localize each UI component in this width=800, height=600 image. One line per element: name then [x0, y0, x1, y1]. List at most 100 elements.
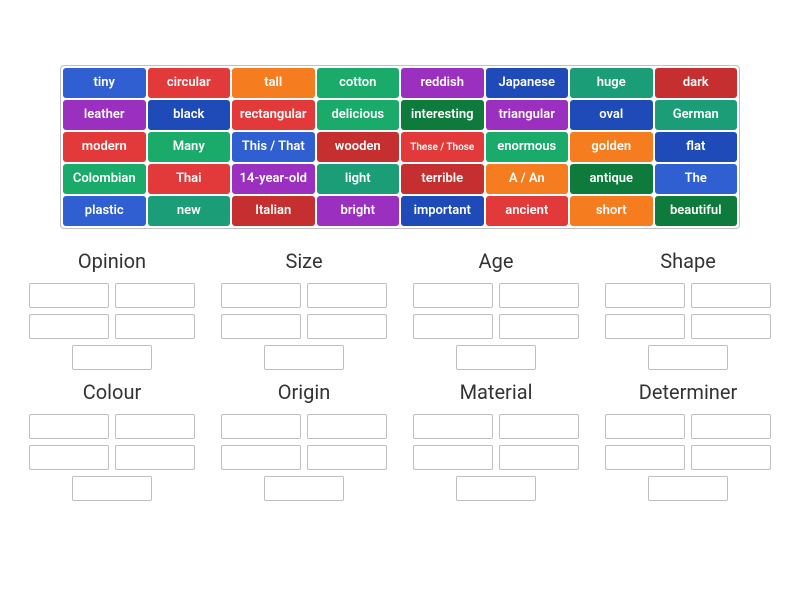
word-tile[interactable]: These / Those: [401, 132, 484, 162]
word-tile[interactable]: The: [655, 164, 738, 194]
word-tile[interactable]: Italian: [232, 196, 315, 226]
drop-slot[interactable]: [499, 414, 579, 439]
word-tile[interactable]: beautiful: [655, 196, 738, 226]
drop-slot[interactable]: [413, 283, 493, 308]
drop-slot[interactable]: [221, 414, 301, 439]
drop-slots: [406, 283, 586, 370]
category-material: Material: [404, 380, 588, 501]
drop-slot[interactable]: [307, 445, 387, 470]
drop-slot[interactable]: [221, 314, 301, 339]
word-tile[interactable]: light: [317, 164, 400, 194]
word-tile[interactable]: cotton: [317, 68, 400, 98]
word-tile[interactable]: German: [655, 100, 738, 130]
category-title: Shape: [660, 249, 716, 273]
word-tile[interactable]: Many: [148, 132, 231, 162]
drop-slot[interactable]: [29, 314, 109, 339]
word-tile[interactable]: short: [570, 196, 653, 226]
word-tile[interactable]: antique: [570, 164, 653, 194]
word-tile[interactable]: triangular: [486, 100, 569, 130]
word-tile[interactable]: 14-year-old: [232, 164, 315, 194]
word-tile[interactable]: enormous: [486, 132, 569, 162]
word-tile[interactable]: important: [401, 196, 484, 226]
word-tile[interactable]: huge: [570, 68, 653, 98]
category-opinion: Opinion: [20, 249, 204, 370]
word-tile[interactable]: dark: [655, 68, 738, 98]
word-tile[interactable]: modern: [63, 132, 146, 162]
drop-slot[interactable]: [413, 314, 493, 339]
drop-slot[interactable]: [115, 314, 195, 339]
drop-slot[interactable]: [72, 476, 152, 501]
word-tile[interactable]: leather: [63, 100, 146, 130]
drop-slot[interactable]: [307, 283, 387, 308]
drop-slot[interactable]: [72, 345, 152, 370]
drop-slots: [22, 414, 202, 501]
word-tile[interactable]: A / An: [486, 164, 569, 194]
drop-slot[interactable]: [456, 345, 536, 370]
drop-slots: [214, 283, 394, 370]
drop-slot[interactable]: [499, 283, 579, 308]
word-tile[interactable]: Colombian: [63, 164, 146, 194]
drop-slot[interactable]: [648, 345, 728, 370]
word-tile[interactable]: interesting: [401, 100, 484, 130]
word-tile[interactable]: delicious: [317, 100, 400, 130]
drop-slots: [22, 283, 202, 370]
drop-slot[interactable]: [413, 445, 493, 470]
category-title: Opinion: [78, 249, 146, 273]
drop-slot[interactable]: [221, 283, 301, 308]
category-determiner: Determiner: [596, 380, 780, 501]
category-title: Origin: [278, 380, 331, 404]
drop-slot[interactable]: [691, 445, 771, 470]
word-tile[interactable]: plastic: [63, 196, 146, 226]
word-tile[interactable]: black: [148, 100, 231, 130]
drop-slot[interactable]: [691, 283, 771, 308]
drop-slot[interactable]: [29, 414, 109, 439]
word-tile[interactable]: wooden: [317, 132, 400, 162]
drop-slot[interactable]: [456, 476, 536, 501]
drop-slot[interactable]: [499, 445, 579, 470]
drop-slot[interactable]: [605, 314, 685, 339]
drop-slots: [598, 283, 778, 370]
category-age: Age: [404, 249, 588, 370]
drop-slot[interactable]: [691, 414, 771, 439]
drop-slot[interactable]: [115, 414, 195, 439]
drop-slot[interactable]: [691, 314, 771, 339]
word-tile[interactable]: new: [148, 196, 231, 226]
drop-slot[interactable]: [605, 445, 685, 470]
word-tile[interactable]: oval: [570, 100, 653, 130]
word-tile[interactable]: golden: [570, 132, 653, 162]
drop-slot[interactable]: [29, 445, 109, 470]
drop-slot[interactable]: [115, 445, 195, 470]
word-tile[interactable]: tiny: [63, 68, 146, 98]
category-title: Colour: [83, 380, 142, 404]
drop-slot[interactable]: [605, 283, 685, 308]
word-tile[interactable]: bright: [317, 196, 400, 226]
drop-slot[interactable]: [499, 314, 579, 339]
drop-slot[interactable]: [264, 476, 344, 501]
drop-slots: [214, 414, 394, 501]
word-tile[interactable]: terrible: [401, 164, 484, 194]
word-tile[interactable]: tall: [232, 68, 315, 98]
drop-slots: [598, 414, 778, 501]
word-tile[interactable]: ancient: [486, 196, 569, 226]
drop-slot[interactable]: [29, 283, 109, 308]
drop-slot[interactable]: [307, 414, 387, 439]
drop-slot[interactable]: [605, 414, 685, 439]
word-tile[interactable]: flat: [655, 132, 738, 162]
drop-slot[interactable]: [413, 414, 493, 439]
category-shape: Shape: [596, 249, 780, 370]
drop-slot[interactable]: [648, 476, 728, 501]
drop-slot[interactable]: [264, 345, 344, 370]
word-bank: tinycirculartallcottonreddishJapanesehug…: [60, 65, 740, 229]
drop-slot[interactable]: [221, 445, 301, 470]
word-tile[interactable]: This / That: [232, 132, 315, 162]
word-tile[interactable]: rectangular: [232, 100, 315, 130]
category-title: Size: [285, 249, 322, 273]
word-tile[interactable]: Japanese: [486, 68, 569, 98]
word-tile[interactable]: circular: [148, 68, 231, 98]
category-title: Material: [460, 380, 533, 404]
word-tile[interactable]: reddish: [401, 68, 484, 98]
drop-slot[interactable]: [307, 314, 387, 339]
category-colour: Colour: [20, 380, 204, 501]
drop-slot[interactable]: [115, 283, 195, 308]
word-tile[interactable]: Thai: [148, 164, 231, 194]
